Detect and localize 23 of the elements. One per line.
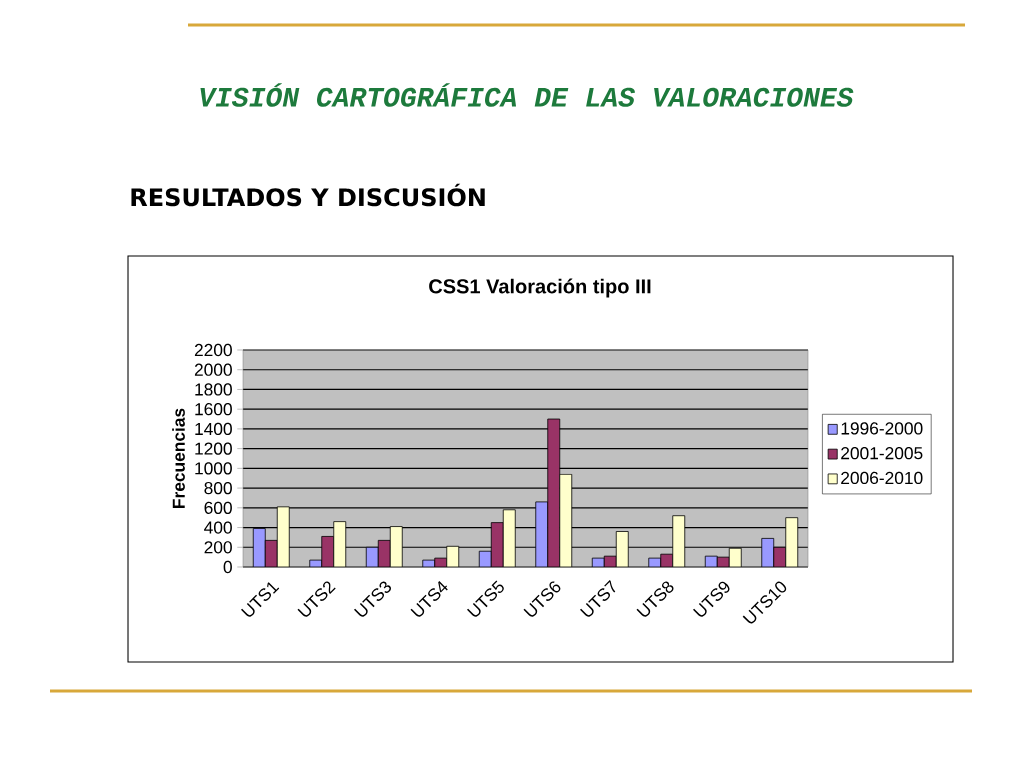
y-tick-label: 800 bbox=[204, 481, 232, 495]
y-tick-label: 2000 bbox=[194, 363, 232, 376]
y-axis-title: Frecuencias bbox=[172, 408, 185, 508]
legend-label: 1996-2000 bbox=[841, 422, 923, 435]
y-tick-label: 1800 bbox=[195, 383, 232, 396]
bar bbox=[547, 418, 561, 567]
text: VISIÓN CARTOGRÁFICA DE LAS VALORACIONES bbox=[200, 83, 854, 107]
text: RESULTADOS Y DISCUSIÓN bbox=[131, 183, 485, 207]
bar bbox=[276, 506, 290, 567]
y-tick-label: 600 bbox=[204, 501, 232, 514]
legend-label: 2001-2005 bbox=[841, 447, 923, 460]
y-tick-label: 1600 bbox=[195, 403, 232, 416]
chart-title: CSS1 Valoración tipo III bbox=[429, 278, 651, 298]
y-tick-label: 1200 bbox=[195, 442, 232, 455]
y-tick-label: 200 bbox=[204, 541, 232, 554]
y-tick-label: 1000 bbox=[195, 462, 232, 475]
y-tick-label: 1400 bbox=[195, 422, 232, 436]
y-tick-label: 400 bbox=[204, 521, 232, 534]
y-tick-label: 0 bbox=[223, 560, 232, 574]
bar bbox=[559, 473, 573, 567]
bar bbox=[502, 509, 516, 567]
y-tick-label: 2200 bbox=[194, 343, 232, 357]
legend-label: 2006-2010 bbox=[841, 471, 923, 485]
